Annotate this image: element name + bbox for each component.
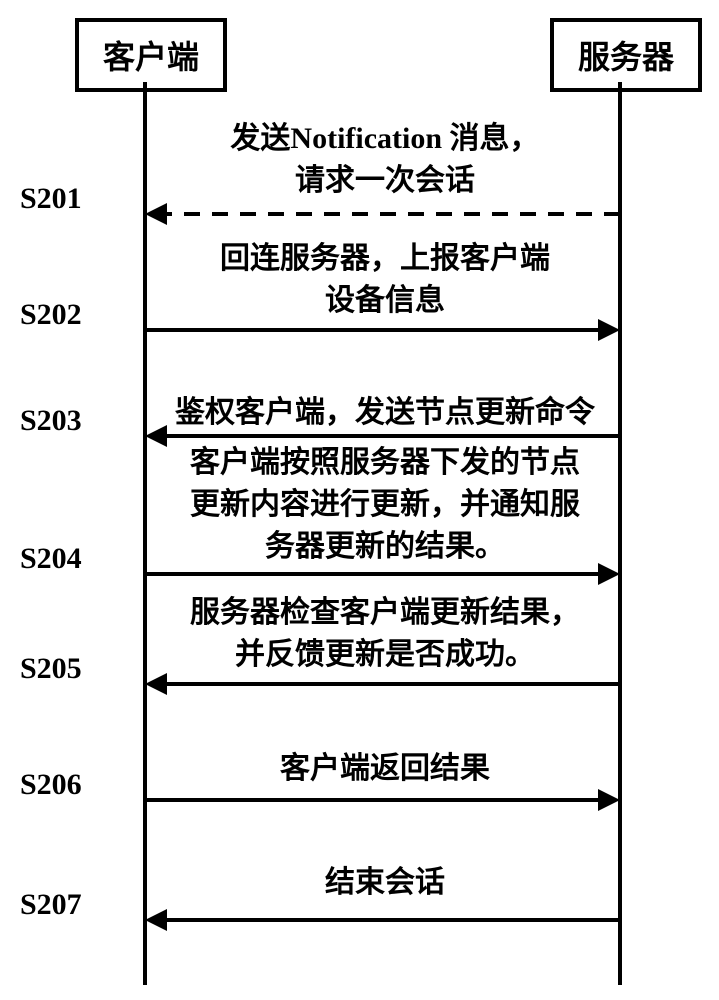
msg-line: 服务器检查客户端更新结果， [125, 592, 645, 634]
msg-text-S205: 服务器检查客户端更新结果，并反馈更新是否成功。 [125, 592, 645, 676]
arrowhead-S201 [145, 203, 167, 225]
msg-line: 客户端按照服务器下发的节点 [125, 442, 645, 484]
msg-line: 发送Notification 消息， [125, 118, 645, 160]
msg-line: 回连服务器，上报客户端 [125, 238, 645, 280]
step-label-S205: S205 [20, 652, 82, 686]
step-label-S202: S202 [20, 298, 82, 332]
msg-line: 并反馈更新是否成功。 [125, 634, 645, 676]
step-label-S204: S204 [20, 542, 82, 576]
arrowhead-S206 [598, 789, 620, 811]
arrowhead-S202 [598, 319, 620, 341]
msg-line: 请求一次会话 [125, 160, 645, 202]
sequence-diagram: 客户端 服务器 S201发送Notification 消息，请求一次会话S202… [0, 0, 719, 1000]
arrowhead-S207 [145, 909, 167, 931]
msg-text-S207: 结束会话 [125, 862, 645, 904]
msg-line: 务器更新的结果。 [125, 526, 645, 568]
msg-text-S204: 客户端按照服务器下发的节点更新内容进行更新，并通知服务器更新的结果。 [125, 442, 645, 568]
msg-line: 设备信息 [125, 280, 645, 322]
msg-line: 鉴权客户端，发送节点更新命令 [125, 392, 645, 434]
msg-text-S203: 鉴权客户端，发送节点更新命令 [125, 392, 645, 434]
step-label-S206: S206 [20, 768, 82, 802]
msg-line: 结束会话 [125, 862, 645, 904]
msg-line: 客户端返回结果 [125, 748, 645, 790]
msg-text-S206: 客户端返回结果 [125, 748, 645, 790]
msg-text-S201: 发送Notification 消息，请求一次会话 [125, 118, 645, 202]
step-label-S207: S207 [20, 888, 82, 922]
msg-text-S202: 回连服务器，上报客户端设备信息 [125, 238, 645, 322]
msg-line: 更新内容进行更新，并通知服 [125, 484, 645, 526]
step-label-S203: S203 [20, 404, 82, 438]
arrowhead-S205 [145, 673, 167, 695]
step-label-S201: S201 [20, 182, 82, 216]
